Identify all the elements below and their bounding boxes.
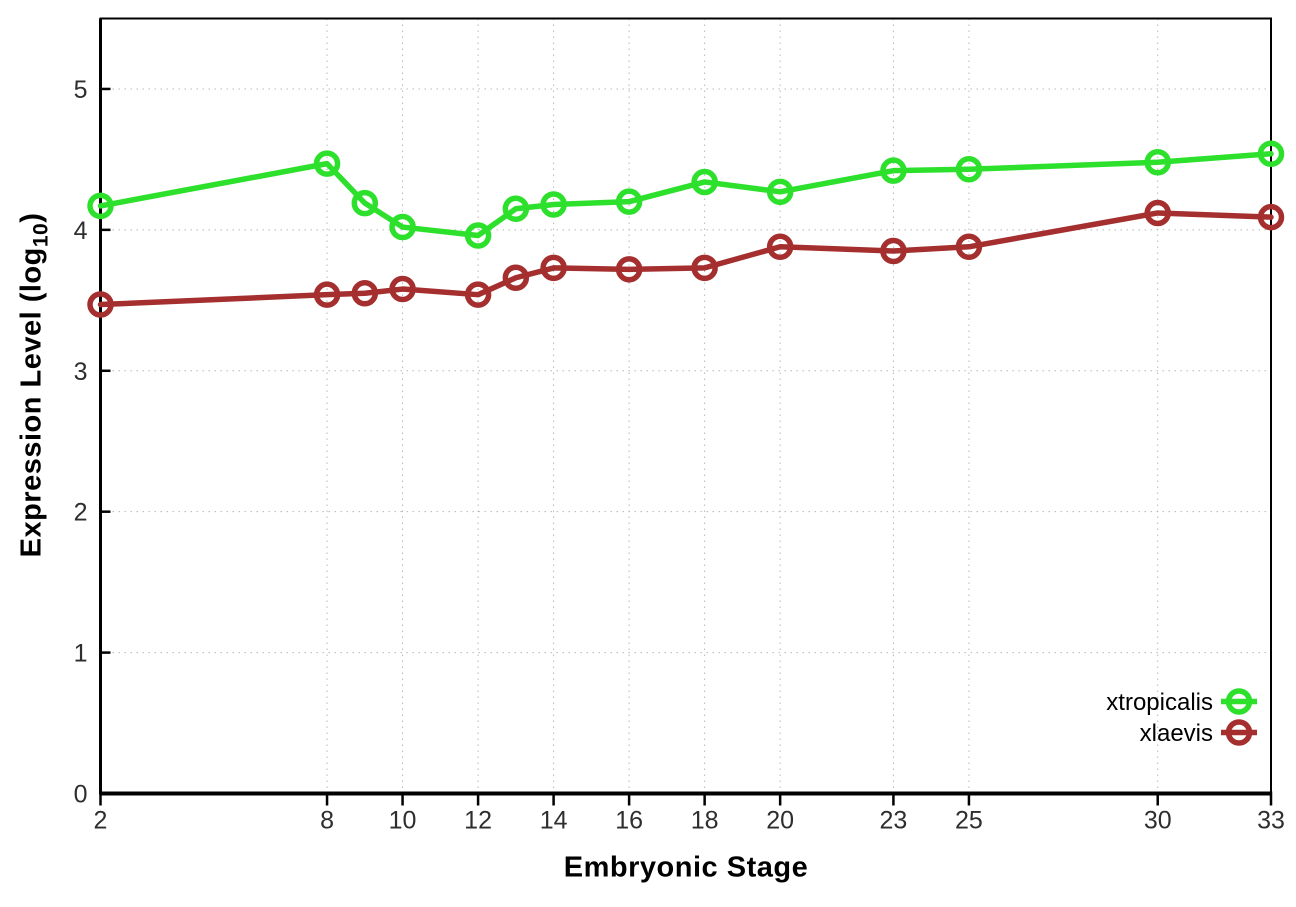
data-point-marker — [691, 254, 718, 282]
data-point-marker — [87, 192, 114, 220]
legend-label-xtropicalis: xtropicalis — [1106, 689, 1213, 716]
data-point-marker — [540, 254, 567, 282]
data-point-marker — [502, 195, 530, 222]
x-tick-label: 10 — [389, 807, 417, 835]
data-point-marker — [464, 281, 492, 308]
data-point-marker — [540, 191, 567, 218]
y-axis-title-text: Expression Level (log — [15, 247, 48, 558]
data-point-marker — [1144, 148, 1171, 176]
y-axis-title-suffix: ) — [15, 212, 48, 223]
data-point-marker — [880, 237, 907, 265]
x-tick-label: 2 — [94, 807, 108, 835]
data-point-marker — [880, 157, 907, 184]
y-axis-title: Expression Level (log10) — [15, 212, 53, 558]
data-point-marker — [313, 150, 341, 177]
data-point-marker — [1257, 140, 1285, 168]
data-point-marker — [313, 281, 341, 308]
data-point-marker — [955, 156, 983, 183]
x-tick-label: 12 — [464, 807, 492, 835]
data-point-marker — [389, 213, 416, 241]
y-tick-label: 5 — [74, 76, 88, 104]
y-tick-label: 1 — [74, 640, 88, 668]
x-tick-label: 20 — [766, 807, 794, 835]
x-tick-label: 30 — [1144, 807, 1172, 835]
series-line-xlaevis — [97, 210, 1274, 308]
y-tick-label: 2 — [74, 499, 88, 527]
x-tick-label: 18 — [691, 807, 719, 835]
data-point-marker — [691, 168, 718, 196]
data-point-marker — [351, 189, 379, 217]
x-tick-label: 25 — [955, 807, 983, 835]
data-point-marker — [464, 222, 492, 249]
data-point-marker — [955, 233, 983, 261]
data-point-marker — [766, 178, 794, 206]
data-point-marker — [351, 280, 379, 307]
data-point-marker — [615, 256, 643, 283]
data-point-marker — [1144, 199, 1171, 227]
legend-label-xlaevis: xlaevis — [1140, 720, 1213, 747]
y-tick-label: 0 — [74, 781, 88, 809]
data-point-marker — [615, 188, 643, 215]
legend-sample-marker — [1225, 719, 1253, 746]
data-point-marker — [87, 291, 114, 318]
data-point-marker — [766, 233, 794, 261]
x-tick-label: 8 — [320, 807, 334, 835]
y-tick-label: 3 — [74, 358, 88, 386]
legend-sample-marker — [1225, 688, 1253, 715]
x-tick-label: 23 — [880, 807, 908, 835]
x-tick-label: 14 — [540, 807, 568, 835]
data-point-marker — [502, 264, 530, 292]
data-point-marker — [1257, 203, 1285, 231]
x-axis-title: Embryonic Stage — [563, 851, 809, 884]
x-tick-label: 33 — [1257, 807, 1285, 835]
data-point-marker — [389, 275, 416, 303]
y-tick-label: 4 — [74, 217, 88, 245]
plot-border — [99, 17, 1272, 795]
y-axis-title-subscript: 10 — [29, 222, 53, 248]
x-tick-label: 16 — [615, 807, 643, 835]
